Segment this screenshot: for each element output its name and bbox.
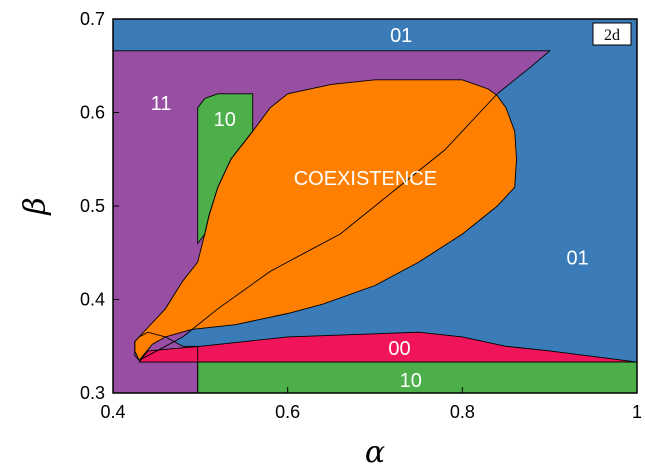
x-tick-label: 0.8 [450, 402, 475, 422]
label-00: 00 [388, 338, 410, 360]
y-tick-label: 0.6 [80, 103, 105, 123]
label-coexistence: COEXISTENCE [294, 168, 437, 190]
label-10-bottom: 10 [400, 370, 422, 392]
x-tick-label: 0.6 [275, 402, 300, 422]
label-01-top: 01 [390, 25, 412, 47]
region-labels: 01 11 10 COEXISTENCE 01 00 10 [151, 25, 589, 392]
label-01-right: 01 [566, 247, 588, 269]
x-tick-label: 0.4 [100, 402, 125, 422]
y-tick-label: 0.5 [80, 196, 105, 216]
label-11: 11 [151, 93, 172, 115]
y-tick-label: 0.3 [80, 383, 105, 403]
region-10-bottom [197, 362, 637, 393]
region-11-outline [112, 50, 551, 394]
label-10-upper: 10 [214, 109, 236, 131]
y-tick-label: 0.7 [80, 9, 105, 29]
phase-regions [113, 19, 637, 394]
x-tick-label: 1 [632, 402, 642, 422]
y-tick-label: 0.4 [80, 290, 105, 310]
x-axis-ticks: 0.4 0.6 0.8 1 [100, 387, 642, 422]
x-axis-label: α [365, 435, 385, 470]
y-axis-label: β [18, 197, 53, 215]
region-10-upper [197, 93, 253, 244]
panel-tag-box: 2d [592, 22, 632, 46]
y-axis-ticks: 0.3 0.4 0.5 0.6 0.7 [80, 9, 119, 403]
region-coexistence [134, 79, 517, 361]
region-00-outline [138, 331, 638, 363]
region-coexistence-outline [134, 79, 517, 362]
panel-tag: 2d [604, 27, 620, 44]
